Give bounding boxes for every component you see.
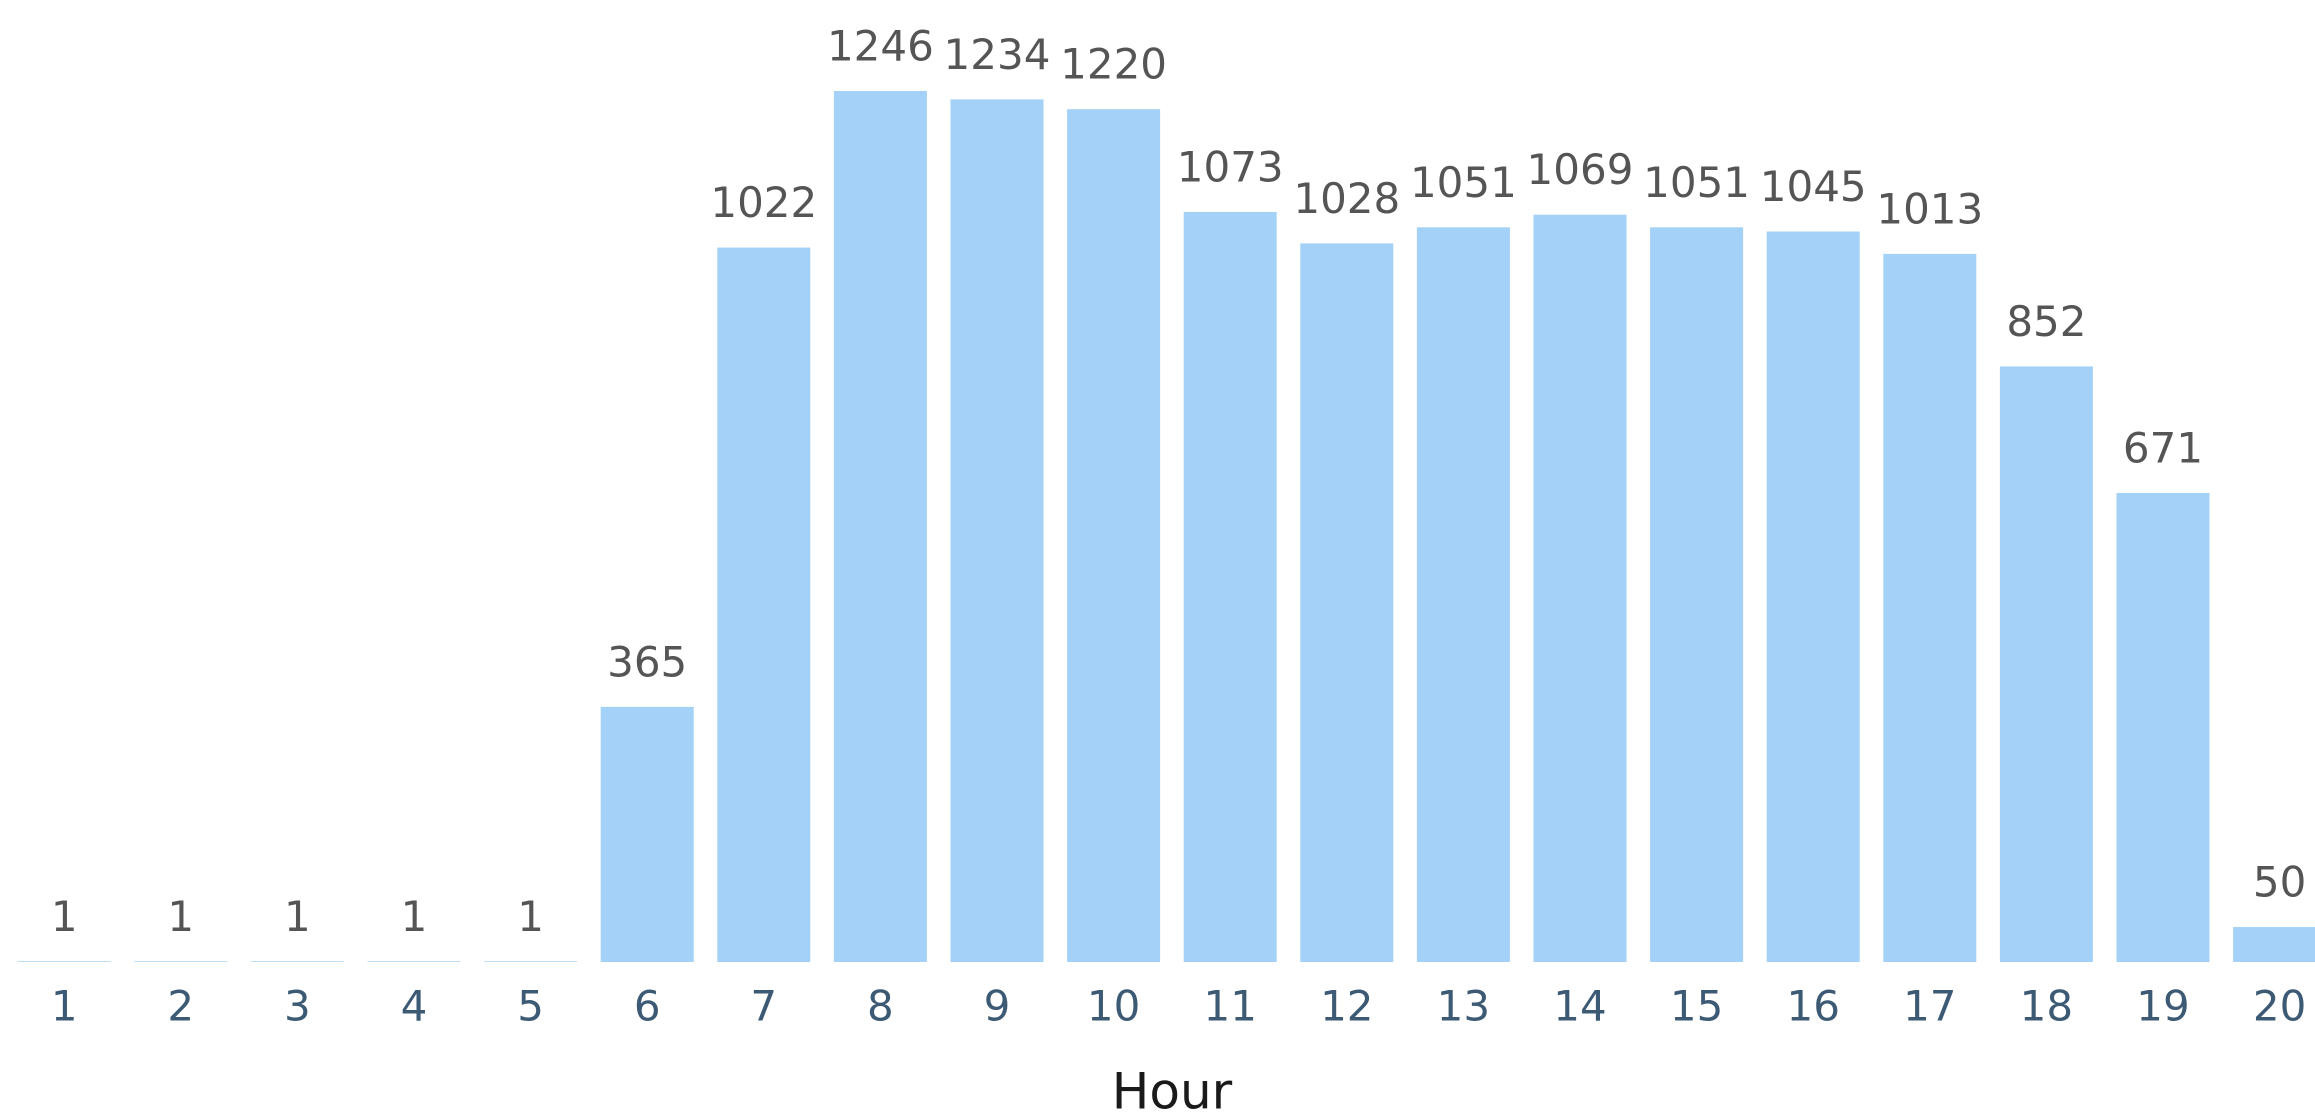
bar <box>950 99 1044 963</box>
x-tick-label: 16 <box>1786 982 1839 1031</box>
value-label: 1220 <box>1060 40 1167 89</box>
bar <box>1650 227 1744 962</box>
bar <box>1067 109 1161 963</box>
value-label: 365 <box>607 637 687 686</box>
bar <box>1300 243 1394 963</box>
x-tick-label: 8 <box>867 982 894 1031</box>
bar <box>17 961 111 962</box>
x-tick-label: 1 <box>51 982 78 1031</box>
value-label: 852 <box>2006 297 2086 346</box>
bar <box>134 961 228 962</box>
x-tick-label: 7 <box>750 982 777 1031</box>
x-tick-label: 4 <box>401 982 428 1031</box>
x-tick-label: 20 <box>2253 982 2306 1031</box>
bar <box>833 91 927 962</box>
x-tick-label: 11 <box>1203 982 1256 1031</box>
bar <box>1999 366 2093 962</box>
x-axis-title: Hour <box>1112 1063 1233 1120</box>
value-label: 1045 <box>1760 162 1867 211</box>
x-tick-label: 2 <box>167 982 194 1031</box>
x-tick-label: 17 <box>1903 982 1956 1031</box>
x-tick-label: 14 <box>1553 982 1606 1031</box>
bar <box>1533 214 1627 962</box>
x-tick-label: 13 <box>1437 982 1490 1031</box>
bar <box>484 961 578 962</box>
value-label: 1246 <box>827 22 934 71</box>
bar <box>2116 492 2210 962</box>
x-tick-label: 15 <box>1670 982 1723 1031</box>
bar <box>1183 211 1277 963</box>
x-tick-label: 10 <box>1087 982 1140 1031</box>
bar <box>1883 253 1977 962</box>
value-label: 1 <box>167 892 194 941</box>
value-label: 1022 <box>710 178 817 227</box>
value-label: 1051 <box>1410 158 1517 207</box>
x-tick-label: 3 <box>284 982 311 1031</box>
x-tick-label: 5 <box>517 982 544 1031</box>
value-label: 1073 <box>1177 142 1284 191</box>
bar <box>600 706 694 962</box>
value-label: 1 <box>284 892 311 941</box>
value-label: 1 <box>401 892 428 941</box>
bar <box>2233 927 2315 962</box>
value-label: 1028 <box>1293 174 1400 223</box>
x-tick-label: 12 <box>1320 982 1373 1031</box>
bar <box>367 961 461 962</box>
x-tick-label: 18 <box>2020 982 2073 1031</box>
value-label: 1 <box>517 892 544 941</box>
value-label: 1 <box>51 892 78 941</box>
bar <box>1766 231 1860 963</box>
x-tick-label: 9 <box>984 982 1011 1031</box>
bar <box>1416 227 1510 962</box>
bar <box>250 961 344 962</box>
value-label: 1051 <box>1643 158 1750 207</box>
value-label: 1013 <box>1876 184 1983 233</box>
value-label: 1234 <box>944 30 1051 79</box>
value-label: 50 <box>2253 858 2306 907</box>
x-tick-label: 19 <box>2136 982 2189 1031</box>
bar <box>717 247 811 962</box>
x-tick-label: 6 <box>634 982 661 1031</box>
value-label: 671 <box>2123 423 2203 472</box>
value-label: 1069 <box>1527 145 1634 194</box>
